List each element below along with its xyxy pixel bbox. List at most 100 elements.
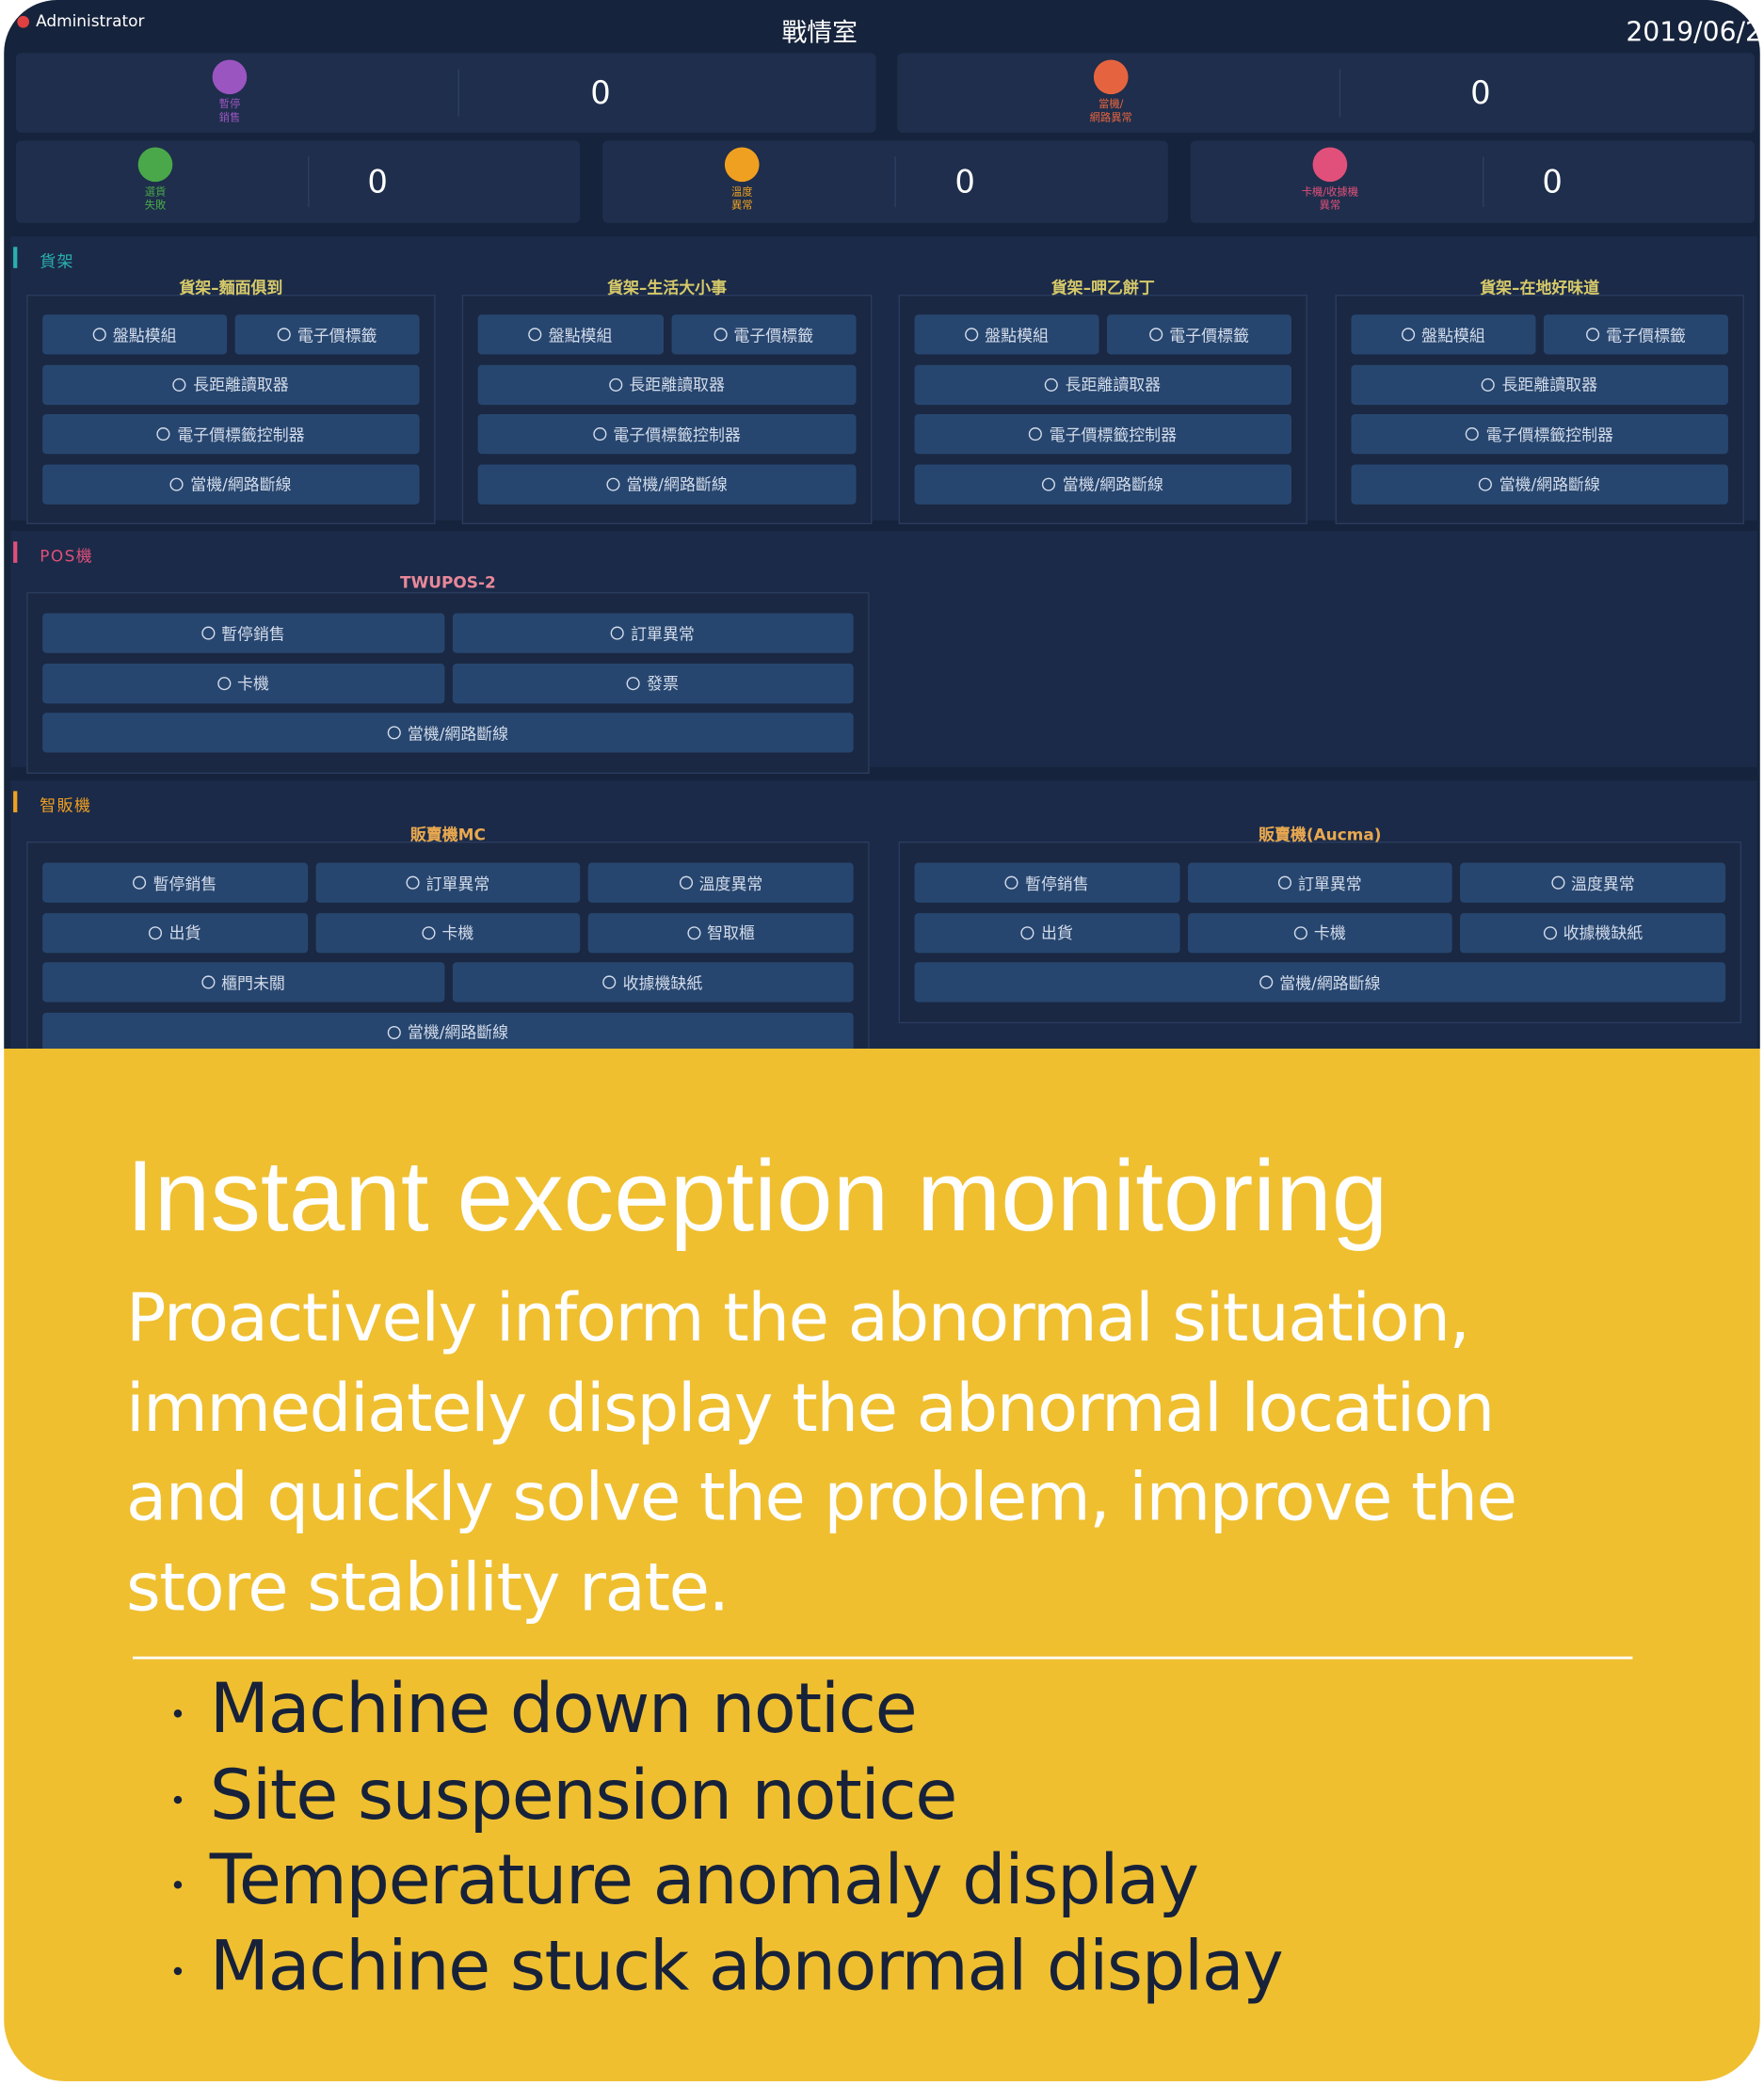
status-button[interactable]: 出貨	[42, 912, 308, 953]
button-label: 長距離讀取器	[1501, 376, 1598, 394]
date: 2019/06/2	[1626, 15, 1760, 48]
status-button[interactable]: 電子價標籤	[1543, 314, 1728, 355]
button-label: 電子價標籤	[1606, 326, 1686, 345]
summary-icon	[1093, 59, 1129, 95]
section-bar	[13, 247, 18, 268]
button-label: 盤點模組	[1421, 326, 1485, 345]
status-button[interactable]: 盤點模組	[477, 314, 664, 355]
status-button[interactable]: 暫停銷售	[42, 613, 444, 653]
button-label: 溫度異常	[1571, 874, 1635, 893]
button-label: 長距離讀取器	[193, 376, 289, 394]
status-button[interactable]: 當機/網路斷線	[914, 463, 1292, 505]
status-button[interactable]: 卡機	[315, 912, 581, 953]
status-button[interactable]: 訂單異常	[1187, 862, 1453, 903]
status-button[interactable]: 長距離讀取器	[914, 364, 1292, 405]
status-button[interactable]: 電子價標籤控制器	[1351, 413, 1728, 455]
summary-icon	[137, 147, 173, 183]
status-button[interactable]: 溫度異常	[588, 862, 854, 903]
status-button[interactable]: 暫停銷售	[42, 862, 308, 903]
status-button[interactable]: 電子價標籤控制器	[42, 413, 420, 455]
divider	[1339, 69, 1341, 118]
status-button[interactable]: 發票	[452, 663, 854, 703]
status-button[interactable]: 收據機缺紙	[1460, 912, 1726, 953]
button-icon	[200, 975, 216, 989]
status-button[interactable]: 當機/網路斷線	[42, 713, 854, 753]
status-button[interactable]: 電子價標籤	[234, 314, 420, 355]
status-button[interactable]: 盤點模組	[42, 314, 228, 355]
button-label: 當機/網路斷線	[190, 474, 292, 494]
button-icon	[1042, 476, 1056, 491]
button-label: 電子價標籤	[1169, 326, 1249, 345]
group-title: 貨架–麵面俱到	[179, 279, 283, 297]
button-icon	[157, 427, 171, 441]
summary-value: 0	[1542, 163, 1563, 200]
button-label: 發票	[647, 674, 679, 694]
status-button[interactable]: 盤點模組	[1351, 314, 1536, 355]
summary-label: 溫度	[730, 185, 753, 199]
bullet-text: Machine down notice	[209, 1669, 918, 1750]
button-icon	[1277, 875, 1291, 890]
group-title: 販賣機MC	[409, 826, 486, 844]
summary-card: 暫停 銷售 0	[15, 53, 876, 134]
status-button[interactable]: 櫃門未關	[42, 962, 444, 1002]
summary-label: 網路異常	[1089, 111, 1132, 124]
status-button[interactable]: 電子價標籤	[670, 314, 857, 355]
status-button[interactable]: 收據機缺紙	[452, 962, 854, 1002]
button-icon	[1045, 377, 1059, 392]
status-button[interactable]: 出貨	[914, 912, 1180, 953]
status-button[interactable]: 長距離讀取器	[1351, 364, 1728, 405]
button-label: 長距離讀取器	[629, 376, 725, 394]
bullet-text: Machine stuck abnormal display	[209, 1926, 1284, 2007]
button-label: 訂單異常	[425, 874, 490, 893]
status-button[interactable]: 當機/網路斷線	[1351, 463, 1728, 505]
button-icon	[387, 726, 401, 740]
group-title: 貨架–生活大小事	[607, 279, 728, 297]
status-button[interactable]: 當機/網路斷線	[42, 1012, 854, 1049]
button-icon	[277, 328, 291, 342]
button-label: 卡機	[237, 674, 269, 694]
status-button[interactable]: 卡機	[1187, 912, 1453, 953]
button-label: 出貨	[168, 923, 201, 943]
status-button[interactable]: 智取櫃	[588, 912, 854, 953]
status-button[interactable]: 電子價標籤	[1107, 314, 1292, 355]
status-button[interactable]: 當機/網路斷線	[42, 463, 420, 505]
button-label: 盤點模組	[112, 326, 177, 345]
status-button[interactable]: 溫度異常	[1460, 862, 1726, 903]
status-button[interactable]: 訂單異常	[452, 613, 854, 653]
summary-label: 選貨	[144, 185, 167, 199]
button-label: 電子價標籤	[733, 326, 814, 345]
button-label: 卡機	[441, 923, 474, 943]
status-button[interactable]: 盤點模組	[914, 314, 1099, 355]
button-label: 當機/網路斷線	[1279, 973, 1381, 993]
button-label: 當機/網路斷線	[1499, 474, 1600, 494]
status-button[interactable]: 電子價標籤控制器	[477, 413, 857, 455]
button-icon	[149, 925, 163, 939]
summary-label: 當機/	[1098, 98, 1124, 111]
user-icon	[17, 15, 30, 28]
status-button[interactable]: 長距離讀取器	[477, 364, 857, 405]
button-label: 訂單異常	[1298, 874, 1362, 893]
button-label: 長距離讀取器	[1065, 376, 1162, 394]
status-button[interactable]: 電子價標籤控制器	[914, 413, 1292, 455]
button-icon	[610, 626, 625, 640]
status-button[interactable]: 當機/網路斷線	[477, 463, 857, 505]
summary-icon	[1312, 147, 1348, 183]
button-label: 暫停銷售	[152, 874, 217, 893]
bullet-dot	[173, 1709, 183, 1718]
summary-icon	[724, 147, 760, 183]
button-label: 電子價標籤控制器	[1049, 425, 1178, 444]
status-button[interactable]: 暫停銷售	[914, 862, 1180, 903]
group-title: TWUPOS-2	[400, 573, 496, 592]
section-bar	[13, 541, 18, 563]
promo-text: immediately display the abnormal locatio…	[125, 1369, 1495, 1447]
summary-value: 0	[367, 163, 388, 200]
button-icon	[609, 377, 623, 392]
status-button[interactable]: 卡機	[42, 663, 444, 703]
button-label: 電子價標籤控制器	[1485, 425, 1613, 444]
status-button[interactable]: 訂單異常	[315, 862, 581, 903]
status-button[interactable]: 長距離讀取器	[42, 364, 420, 405]
status-button[interactable]: 當機/網路斷線	[914, 962, 1726, 1002]
button-icon	[1149, 328, 1163, 342]
